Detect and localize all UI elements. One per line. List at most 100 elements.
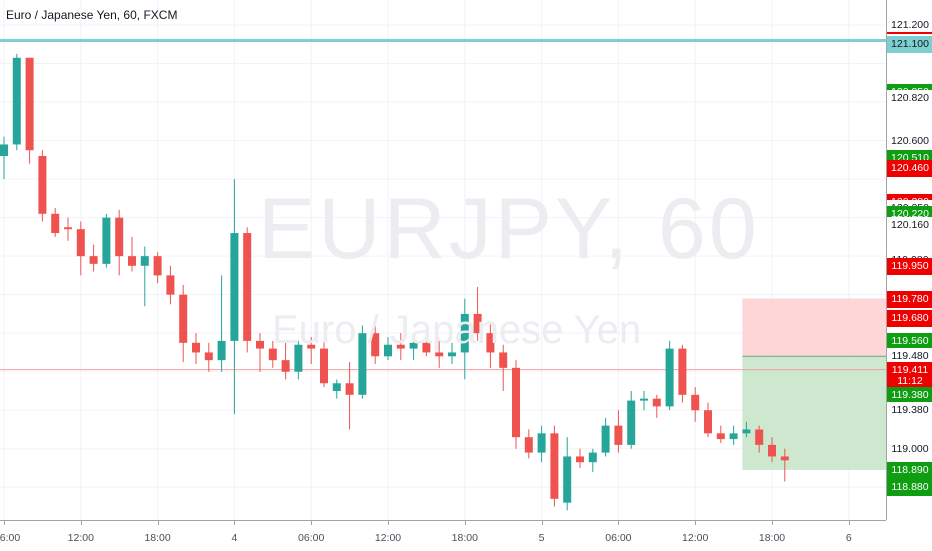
time-label: 18:00 [144,532,171,544]
candle-body [153,256,162,276]
candle-body [102,217,111,264]
time-label: 12:00 [682,532,709,544]
time-tick [311,521,313,525]
candle-body [601,425,610,453]
candle-body [422,342,431,353]
candle-body [499,352,508,368]
symbol-title[interactable]: Euro / Japanese Yen, 60, FXCM [6,8,178,22]
candle-body [268,348,277,361]
time-label: 4 [231,532,238,544]
grid-lines [0,0,886,520]
time-tick [157,521,159,525]
candle-body [371,333,380,357]
price-label: 119.000 [887,440,932,458]
candle-body [230,233,239,341]
candle-body [678,348,687,395]
price-label: 11:12 [887,373,932,391]
time-tick [848,521,850,525]
candle-body [281,360,290,372]
candle-body [473,313,482,334]
candle-body [460,313,469,353]
price-label: 119.480 [887,348,932,366]
price-label: 119.380 [887,402,932,420]
price-label: 121.100 [887,36,932,54]
candle-body [320,348,328,384]
time-tick [388,521,389,525]
candle-body [691,394,700,411]
candle-body [448,352,456,357]
candle-body [755,429,764,445]
time-label: 6:00 [0,532,21,544]
time-tick [541,521,543,525]
time-tick [695,521,697,525]
candle-body [780,456,789,461]
time-label: 18:00 [451,532,478,544]
candle-body [115,217,124,257]
price-label: 119.380 [887,386,932,404]
candle-body [192,342,200,353]
candle-body [716,433,725,440]
candle-body [396,344,405,349]
time-label: 12:00 [374,532,402,544]
candle-body [512,367,520,438]
candle-body [140,256,149,266]
chart-pane[interactable]: EURJPY, 60 Euro / Japanese Yen Euro / Ja… [0,0,886,520]
candle-body [294,344,303,372]
candle-body [742,429,751,434]
candle-body [435,352,444,357]
time-tick [772,521,773,525]
candle-body [576,456,584,463]
price-label: 119.780 [887,290,932,308]
candle-body [12,57,21,145]
price-axis[interactable]: 121.200121.120121.110121.100120.850120.8… [886,0,932,520]
candle-body [537,433,546,453]
candle-body [0,144,8,156]
time-tick [80,521,82,525]
candle-body [627,400,636,445]
price-label: 119.950 [887,257,932,275]
price-label: 120.600 [887,132,932,150]
candle-body [166,275,175,295]
short-position-tool[interactable] [742,298,886,470]
candle-body [307,344,316,349]
time-tick [4,521,5,525]
candle-body [563,456,572,503]
candle-body [729,433,738,440]
price-label: 119.680 [887,309,932,327]
candle-body [51,213,60,234]
time-axis[interactable]: 6:00 12:00 18:00 4 06:00 12:00 18:00 5 06:00 12:0… [0,520,886,551]
candle-body [76,229,85,257]
time-label: 06:00 [605,532,632,544]
price-label: 120.160 [887,217,932,235]
candle-body [588,452,597,463]
price-label: 120.820 [887,90,932,108]
candle-body [89,256,98,264]
candle-body [243,233,252,341]
candle-body [332,383,341,391]
candle-body [550,433,559,499]
candle-body [345,383,354,395]
time-tick [234,521,236,525]
price-label: 118.880 [887,479,932,497]
price-label: 121.200 [887,17,932,35]
candle-body [524,437,533,453]
candle-body [768,444,776,457]
time-label: 6 [845,532,852,544]
time-tick [618,521,620,525]
candle-body [25,57,34,151]
candle-body [128,256,136,266]
horizontal-lines [0,38,886,371]
price-label: 118.890 [887,461,932,479]
candle-body [614,425,623,445]
time-label: 12:00 [67,532,94,544]
candle-body [38,156,47,214]
time-tick [464,521,466,525]
candle-body [665,348,674,407]
position-target-zone [742,356,886,470]
candle-body [204,352,213,361]
watermark-description: Euro / Japanese Yen [272,308,642,352]
candle-body [256,340,264,349]
candle-body [640,398,648,401]
price-label: 119.560 [887,332,932,350]
candlestick-chart[interactable] [0,0,886,520]
